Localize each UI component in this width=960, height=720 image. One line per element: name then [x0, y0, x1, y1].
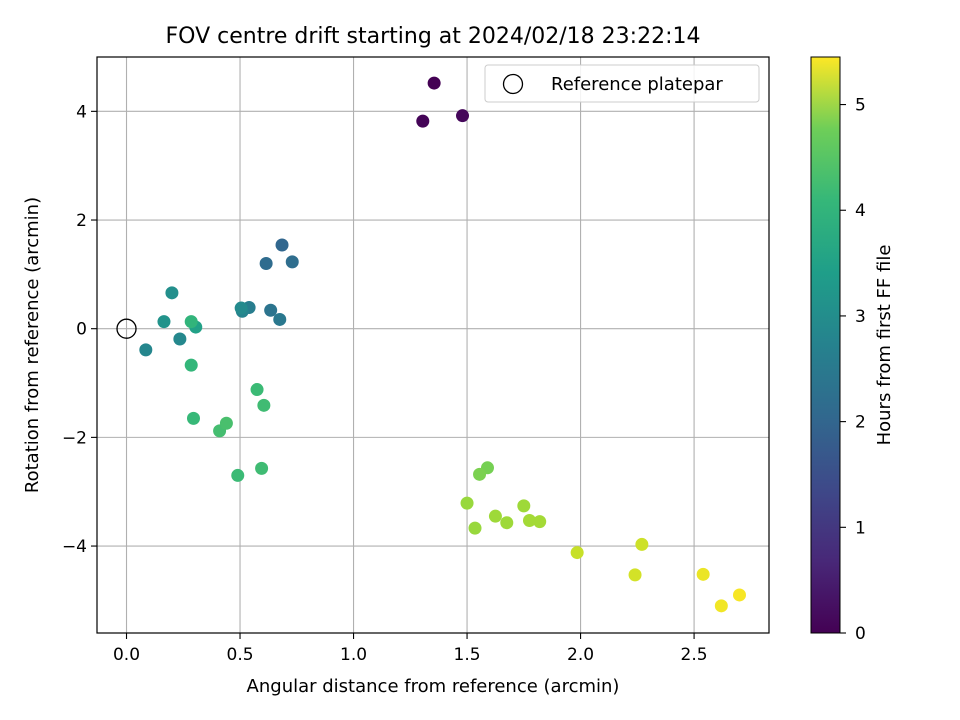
colorbar-ticks: 0 1 2 3 4 5	[840, 96, 866, 644]
data-point	[184, 358, 198, 372]
data-point	[139, 343, 153, 357]
colorbar-label: Hours from first FF file	[874, 245, 895, 446]
colorbar-tick-label: 2	[855, 413, 866, 433]
data-point	[635, 537, 649, 551]
data-point	[231, 468, 245, 482]
chart-title: FOV centre drift starting at 2024/02/18 …	[166, 24, 701, 49]
data-point	[696, 567, 710, 581]
plot-frame	[96, 56, 770, 634]
y-tick-label: −4	[62, 537, 87, 557]
legend-marker-reference	[502, 73, 524, 95]
y-axis-label: Rotation from reference (arcmin)	[22, 197, 43, 493]
data-point	[259, 256, 273, 270]
colorbar-tick-label: 4	[855, 201, 866, 221]
data-point	[628, 568, 642, 582]
data-point	[473, 467, 487, 481]
colorbar-tick-label: 1	[855, 518, 866, 538]
x-axis-ticks: 0.0 0.5 1.0 1.5 2.0 2.5	[113, 633, 708, 665]
colorbar-tick-label: 3	[855, 307, 866, 327]
data-point	[264, 303, 278, 317]
data-point	[157, 315, 171, 329]
legend-label-reference: Reference platepar	[551, 74, 723, 95]
y-tick-label: 0	[76, 320, 87, 340]
data-point	[186, 411, 200, 425]
x-tick-label: 1.5	[454, 645, 481, 665]
data-point	[517, 499, 531, 513]
data-point	[570, 546, 584, 560]
data-point	[285, 255, 299, 269]
x-tick-label: 0.5	[227, 645, 254, 665]
data-point	[273, 312, 287, 326]
legend-box	[484, 64, 760, 103]
data-point	[250, 383, 264, 397]
x-tick-label: 2.0	[567, 645, 594, 665]
y-axis-ticks: −4 −2 0 2 4	[62, 102, 97, 557]
data-point	[714, 599, 728, 613]
y-tick-label: 2	[76, 211, 87, 231]
data-point	[234, 301, 248, 315]
data-point	[488, 509, 502, 523]
colorbar-gradient	[811, 57, 840, 633]
colorbar-frame	[810, 56, 841, 634]
data-point	[173, 332, 187, 346]
data-point	[427, 76, 441, 90]
data-point	[460, 496, 474, 510]
data-point	[165, 286, 179, 300]
data-point	[275, 238, 289, 252]
x-tick-label: 0.0	[113, 645, 140, 665]
x-tick-label: 2.5	[681, 645, 708, 665]
reference-layer	[116, 318, 137, 339]
y-tick-label: −2	[62, 428, 87, 448]
data-point	[468, 521, 482, 535]
data-point	[522, 514, 536, 528]
data-point	[257, 398, 271, 412]
colorbar: 0 1 2 3 4 5 Hours from first FF file	[810, 56, 895, 644]
x-axis-label: Angular distance from reference (arcmin)	[247, 676, 620, 697]
data-point	[184, 315, 198, 329]
colorbar-tick-label: 5	[855, 96, 866, 116]
grid	[97, 57, 769, 633]
y-tick-label: 4	[76, 102, 87, 122]
data-point	[732, 588, 746, 602]
reference-platepar-marker	[116, 318, 137, 339]
data-point	[500, 516, 514, 530]
x-tick-label: 1.0	[340, 645, 367, 665]
legend: Reference platepar	[484, 64, 760, 103]
data-point	[456, 109, 470, 123]
data-point	[416, 114, 430, 128]
data-point	[219, 416, 233, 430]
data-point	[533, 515, 547, 529]
colorbar-tick-label: 0	[855, 624, 866, 644]
scatter-points	[139, 76, 746, 613]
data-point	[255, 461, 269, 475]
